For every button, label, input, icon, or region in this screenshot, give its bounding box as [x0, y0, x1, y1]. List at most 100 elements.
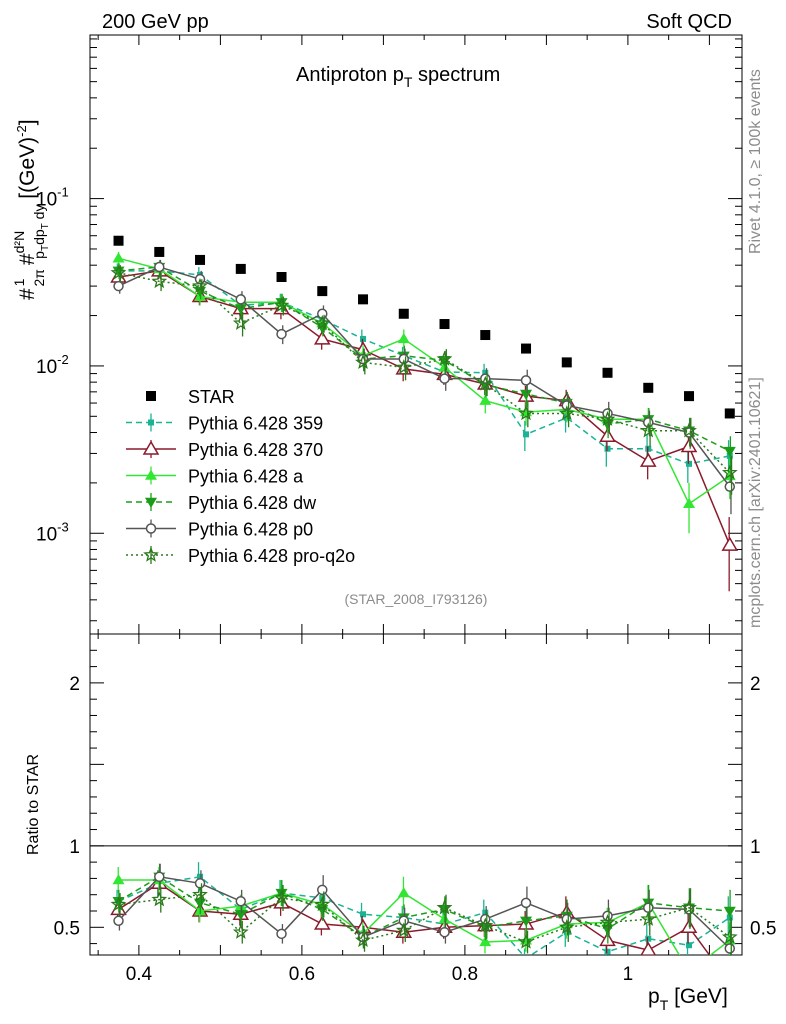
x-tick-label: 0.8 [452, 964, 478, 985]
legend-label-pq2o: Pythia 6.428 pro-q2o [188, 546, 355, 566]
data-point-pq2o [599, 411, 616, 426]
data-point-pq2o [395, 359, 412, 375]
y-tick-label: 10-2 [36, 352, 69, 378]
ratio-point-p359 [197, 873, 204, 880]
x-tick-label: 1 [623, 964, 634, 985]
ratio-line-p370 [118, 882, 711, 955]
ratio-point-pq2o [110, 896, 127, 912]
data-point-star [358, 294, 369, 305]
ratio-point-p359 [482, 909, 489, 916]
ratio-point-pdw [275, 888, 288, 900]
data-point-pdw [275, 298, 288, 309]
data-point-pp0 [154, 261, 165, 273]
legend-label-pdw: Pythia 6.428 dw [188, 493, 317, 513]
ratio-point-p359 [645, 935, 652, 942]
axes-group: 0.4 0.6 0.8 1 10-3 10-2 10-1 0.5 0.5 1 1 2 2 [36, 35, 776, 985]
main-title: Antiproton pT spectrum [296, 64, 500, 90]
data-point-pq2o [518, 405, 534, 421]
rivet-label: Rivet 4.1.0, ≥ 100k events [747, 69, 764, 254]
ratio-point-pdw [112, 897, 125, 908]
analysis-id: (STAR_2008_I793126) [345, 591, 488, 607]
ratio-y-axis-label: Ratio to STAR [25, 754, 42, 855]
legend-marker-p359 [148, 419, 154, 426]
data-point-star [724, 408, 735, 419]
ratio-point-pp0 [520, 897, 532, 909]
ratio-point-pq2o [232, 923, 249, 939]
ratio-line-pdw [118, 875, 730, 938]
ratio-point-p359 [604, 948, 611, 955]
data-point-pq2o [314, 314, 331, 330]
data-point-star [480, 330, 491, 341]
ratio-line-pp0 [117, 875, 731, 950]
data-point-pdw [479, 380, 492, 391]
legend-marker-pa [145, 469, 157, 480]
ratio-point-pp0 [317, 884, 328, 896]
ratio-point-pp0 [276, 928, 287, 940]
ratio-point-pa [479, 935, 492, 947]
data-point-star [235, 263, 246, 274]
data-point-star [439, 319, 450, 330]
data-point-star [643, 382, 654, 393]
ratio-point-pp0 [643, 902, 654, 913]
ratio-line-pa [118, 879, 731, 955]
data-point-star [276, 271, 287, 282]
legend-label-p359: Pythia 6.428 359 [188, 414, 323, 434]
data-point-pq2o [477, 375, 494, 391]
ratio-plot-frame [89, 633, 743, 956]
ratio-point-pdw [723, 906, 736, 918]
ratio-point-pa [397, 887, 410, 898]
ratio-point-pp0 [235, 895, 247, 907]
ratio-point-pp0 [154, 871, 165, 883]
x-tick-label: 0.4 [126, 964, 153, 985]
ratio-point-pdw [234, 910, 247, 921]
data-point-star [195, 254, 206, 265]
data-point-p370 [721, 536, 739, 551]
ratio-point-pq2o [355, 931, 371, 948]
data-point-pq2o [232, 314, 249, 330]
legend-marker-pdw [145, 497, 157, 508]
data-point-star [561, 357, 572, 368]
data-point-star [154, 246, 165, 257]
ratio-point-pp0 [724, 943, 736, 954]
ratio-line-p359 [118, 875, 731, 955]
ratio-series-group [110, 862, 738, 955]
ratio-point-pp0 [439, 926, 450, 938]
data-point-pq2o [151, 273, 168, 289]
data-point-p370 [313, 330, 331, 345]
ratio-point-pq2o [558, 919, 575, 935]
data-point-pq2o [110, 264, 127, 280]
data-point-pdw [112, 266, 125, 277]
ratio-point-pq2o [640, 910, 657, 926]
ratio-point-pq2o [599, 914, 616, 930]
data-point-pp0 [113, 280, 124, 292]
legend: STAR Pythia 6.428 359 Pythia 6.428 370 Pyth… [126, 387, 355, 566]
data-point-pp0 [235, 294, 247, 305]
data-point-star [398, 308, 409, 319]
ratio-point-pp0 [113, 915, 124, 927]
data-point-p370 [639, 452, 657, 467]
data-point-pa [397, 332, 410, 344]
data-point-pdw [234, 304, 247, 315]
ratio-point-p370 [313, 915, 331, 930]
ratio-point-pq2o [436, 899, 453, 915]
ratio-line-pq2o [118, 893, 731, 943]
ratio-point-pp0 [194, 878, 206, 889]
mcplots-label: mcplots.cern.ch [arXiv:2401.10621] [747, 377, 764, 628]
header-right: Soft QCD [646, 11, 732, 33]
legend-marker-pp0 [145, 523, 157, 534]
ratio-point-pq2o [151, 891, 168, 907]
data-point-pq2o [681, 422, 697, 438]
data-point-pq2o [273, 297, 290, 313]
ratio-point-pq2o [395, 922, 412, 938]
data-point-star [602, 367, 613, 378]
data-point-pa [479, 394, 492, 405]
ratio-point-pq2o [518, 933, 534, 949]
data-point-pq2o [355, 354, 371, 370]
ratio-series-pa [112, 867, 736, 955]
ratio-point-pdw [520, 916, 533, 927]
ratio-series-p370 [110, 870, 711, 955]
data-point-pq2o [558, 405, 575, 421]
data-point-pdw [520, 389, 533, 400]
data-point-pq2o [436, 350, 453, 366]
